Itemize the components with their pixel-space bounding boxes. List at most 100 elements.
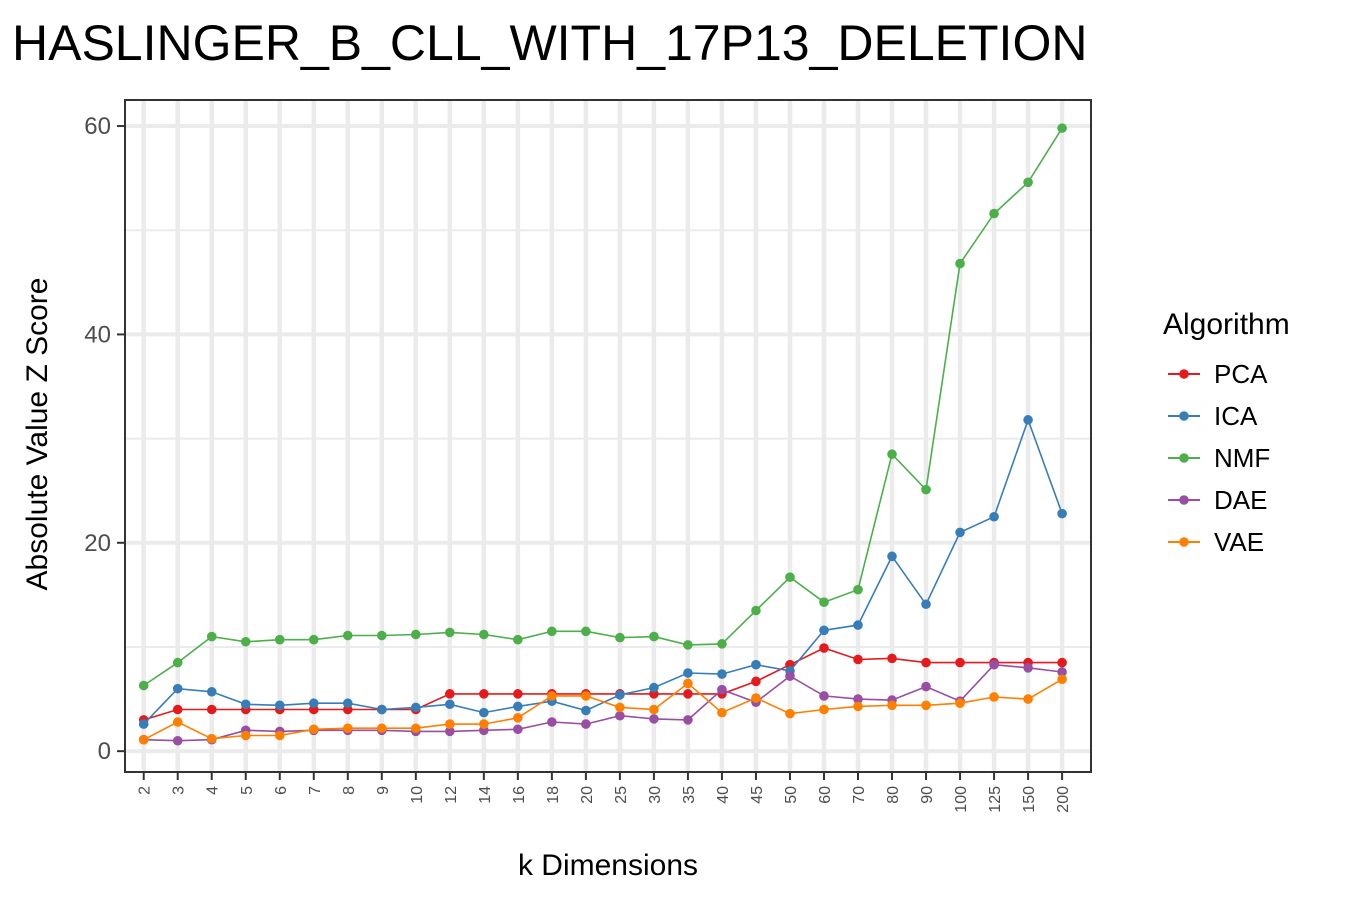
data-point-nmf bbox=[955, 258, 965, 269]
data-point-dae bbox=[649, 714, 659, 724]
series-line-pca bbox=[143, 647, 1063, 721]
data-point-vae bbox=[717, 707, 727, 718]
legend-title: Algorithm bbox=[1163, 308, 1290, 341]
data-point-nmf bbox=[138, 680, 149, 691]
data-point-nmf bbox=[172, 657, 183, 668]
data-point-vae bbox=[887, 700, 897, 711]
x-tick-label: 50 bbox=[783, 786, 800, 804]
data-point-ica bbox=[308, 698, 319, 709]
data-point-nmf bbox=[853, 584, 863, 595]
x-tick-label: 6 bbox=[273, 786, 290, 795]
data-point-nmf bbox=[377, 630, 387, 641]
data-point-nmf bbox=[887, 449, 897, 460]
chart-title: HASLINGER_B_CLL_WITH_17P13_DELETION bbox=[12, 15, 1088, 71]
x-tick-label: 20 bbox=[579, 786, 596, 804]
data-point-dae bbox=[989, 659, 999, 670]
x-tick-label: 90 bbox=[919, 786, 936, 804]
data-point-ica bbox=[649, 682, 659, 693]
legend: Algorithm PCA ICA NMF DAE VAE bbox=[1163, 308, 1290, 557]
data-point-ica bbox=[172, 683, 183, 694]
series-line-ica bbox=[143, 417, 1063, 725]
y-axis-title: Absolute Value Z Score bbox=[21, 278, 54, 591]
data-point-nmf bbox=[989, 208, 999, 219]
data-point-nmf bbox=[649, 631, 659, 642]
legend-item-nmf: NMF bbox=[1168, 443, 1270, 473]
data-point-ica bbox=[138, 719, 149, 729]
data-point-dae bbox=[1023, 663, 1033, 673]
legend-key-point bbox=[1179, 537, 1189, 547]
data-point-vae bbox=[513, 713, 523, 723]
data-point-dae bbox=[717, 684, 727, 695]
data-point-vae bbox=[445, 719, 455, 729]
x-tick-label: 45 bbox=[749, 786, 766, 804]
x-axis-title: k Dimensions bbox=[518, 849, 698, 882]
x-tick-label: 70 bbox=[851, 786, 868, 804]
x-tick-label: 4 bbox=[205, 786, 222, 795]
data-point-ica bbox=[819, 625, 829, 636]
x-tick-label: 30 bbox=[647, 786, 664, 804]
legend-label: ICA bbox=[1214, 401, 1258, 431]
data-point-dae bbox=[547, 717, 557, 727]
data-point-nmf bbox=[274, 634, 285, 645]
data-point-vae bbox=[411, 723, 421, 734]
data-point-ica bbox=[274, 700, 285, 711]
x-tick-label: 100 bbox=[953, 786, 970, 813]
data-point-pca bbox=[683, 689, 693, 699]
data-point-ica bbox=[717, 669, 727, 679]
data-point-pca bbox=[853, 654, 863, 665]
plot-panel-border bbox=[124, 99, 1092, 773]
series-line-nmf bbox=[143, 127, 1063, 687]
data-point-pca bbox=[479, 689, 489, 699]
data-point-dae bbox=[581, 719, 591, 729]
data-point-nmf bbox=[683, 640, 693, 650]
data-point-vae bbox=[172, 717, 183, 727]
y-tick-label: 60 bbox=[84, 113, 111, 140]
data-point-ica bbox=[955, 527, 965, 538]
data-point-vae bbox=[921, 700, 931, 711]
data-point-pca bbox=[445, 689, 455, 699]
data-point-nmf bbox=[445, 627, 455, 638]
data-point-pca bbox=[819, 643, 829, 653]
legend-label: PCA bbox=[1214, 359, 1268, 389]
x-tick-label: 7 bbox=[307, 786, 324, 795]
x-tick-label: 18 bbox=[545, 786, 562, 804]
data-point-ica bbox=[887, 551, 897, 562]
x-tick-label: 125 bbox=[987, 786, 1004, 813]
x-tick-label: 8 bbox=[341, 786, 358, 795]
data-point-nmf bbox=[581, 626, 591, 637]
data-point-nmf bbox=[1057, 123, 1067, 133]
data-point-nmf bbox=[240, 636, 251, 647]
data-point-nmf bbox=[751, 605, 761, 616]
data-point-vae bbox=[274, 730, 285, 741]
x-tick-label: 60 bbox=[817, 786, 834, 804]
series-nmf bbox=[138, 123, 1067, 691]
data-point-nmf bbox=[547, 626, 557, 637]
series-line-vae bbox=[143, 678, 1063, 741]
data-point-vae bbox=[649, 704, 659, 715]
data-point-pca bbox=[887, 653, 897, 664]
series-line-dae bbox=[143, 663, 1063, 742]
data-point-vae bbox=[683, 678, 693, 689]
data-point-vae bbox=[1023, 694, 1033, 704]
legend-key-point bbox=[1179, 495, 1189, 505]
legend-key-point bbox=[1179, 411, 1189, 421]
legend-item-pca: PCA bbox=[1168, 359, 1268, 389]
y-tick-label: 0 bbox=[98, 738, 111, 765]
data-point-ica bbox=[445, 699, 455, 710]
x-tick-label: 35 bbox=[681, 786, 698, 804]
series-layer bbox=[138, 123, 1067, 746]
data-point-ica bbox=[853, 620, 863, 630]
data-point-ica bbox=[240, 699, 251, 710]
y-tick-label: 20 bbox=[84, 530, 111, 557]
data-point-nmf bbox=[785, 572, 795, 582]
x-tick-label: 16 bbox=[511, 786, 528, 804]
data-point-nmf bbox=[921, 484, 931, 495]
data-point-pca bbox=[921, 657, 931, 668]
data-point-dae bbox=[445, 726, 455, 737]
data-point-pca bbox=[955, 657, 965, 668]
data-point-vae bbox=[615, 702, 625, 713]
data-point-dae bbox=[853, 694, 863, 704]
series-vae bbox=[138, 674, 1067, 745]
